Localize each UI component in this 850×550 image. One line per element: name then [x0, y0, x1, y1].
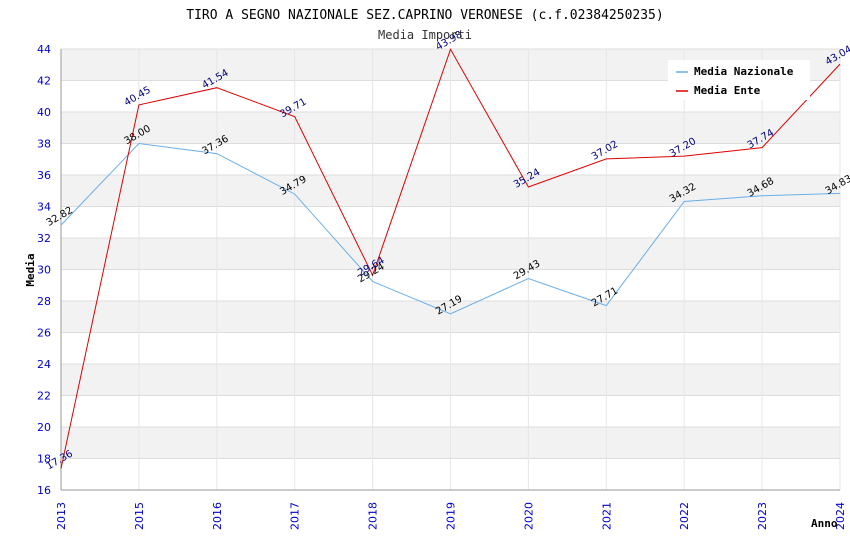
y-tick-label: 28: [37, 295, 51, 308]
axes: [60, 49, 840, 491]
y-tick-label: 30: [37, 264, 51, 277]
y-tick-label: 18: [37, 453, 51, 466]
y-tick-label: 24: [37, 358, 51, 371]
y-tick-label: 36: [37, 169, 51, 182]
legend-label-ente: Media Ente: [694, 84, 761, 97]
legend: Media Nazionale Media Ente: [668, 60, 810, 100]
y-tick-label: 34: [37, 201, 51, 214]
x-tick-label: 2020: [522, 502, 535, 530]
y-tick-label: 44: [37, 43, 51, 56]
x-tick-label: 2022: [678, 502, 691, 530]
data-label-ente: 40.45: [122, 85, 152, 109]
y-tick-label: 22: [37, 390, 51, 403]
legend-box: [668, 60, 810, 100]
x-tick-label: 2013: [55, 502, 68, 530]
y-tick-label: 40: [37, 106, 51, 119]
x-tick-label: 2024: [834, 502, 847, 530]
x-tick-label: 2023: [756, 502, 769, 530]
series-line-ente: [60, 48, 841, 469]
y-tick-label: 26: [37, 327, 51, 340]
x-tick-label: 2018: [367, 502, 380, 530]
y-tick-label: 20: [37, 421, 51, 434]
x-tick-label: 2017: [289, 502, 302, 530]
x-tick-labels: 2013 2015 2016 2017 2018 2019 2020 2021 2022 2023…: [55, 502, 847, 530]
y-tick-label: 38: [37, 138, 51, 151]
x-tick-label: 2016: [211, 502, 224, 530]
y-axis-label: Media: [24, 253, 37, 286]
legend-label-nazionale: Media Nazionale: [694, 65, 794, 78]
x-axis-label: Anno: [811, 517, 838, 530]
series-line-nazionale: [60, 142, 841, 315]
y-tick-labels: 16 18 20 22 24 26 28 30 32 34 36 38 40 42 44: [37, 43, 51, 497]
chart-subtitle: Media Importi: [378, 28, 472, 42]
x-tick-label: 2021: [600, 502, 613, 530]
series-lines: [60, 48, 841, 469]
chart-title: TIRO A SEGNO NAZIONALE SEZ.CAPRINO VERON…: [186, 8, 663, 23]
y-tick-label: 42: [37, 75, 51, 88]
y-tick-label: 32: [37, 232, 51, 245]
x-tick-label: 2015: [133, 502, 146, 530]
x-tick-label: 2019: [445, 502, 458, 530]
y-tick-label: 16: [37, 484, 51, 497]
